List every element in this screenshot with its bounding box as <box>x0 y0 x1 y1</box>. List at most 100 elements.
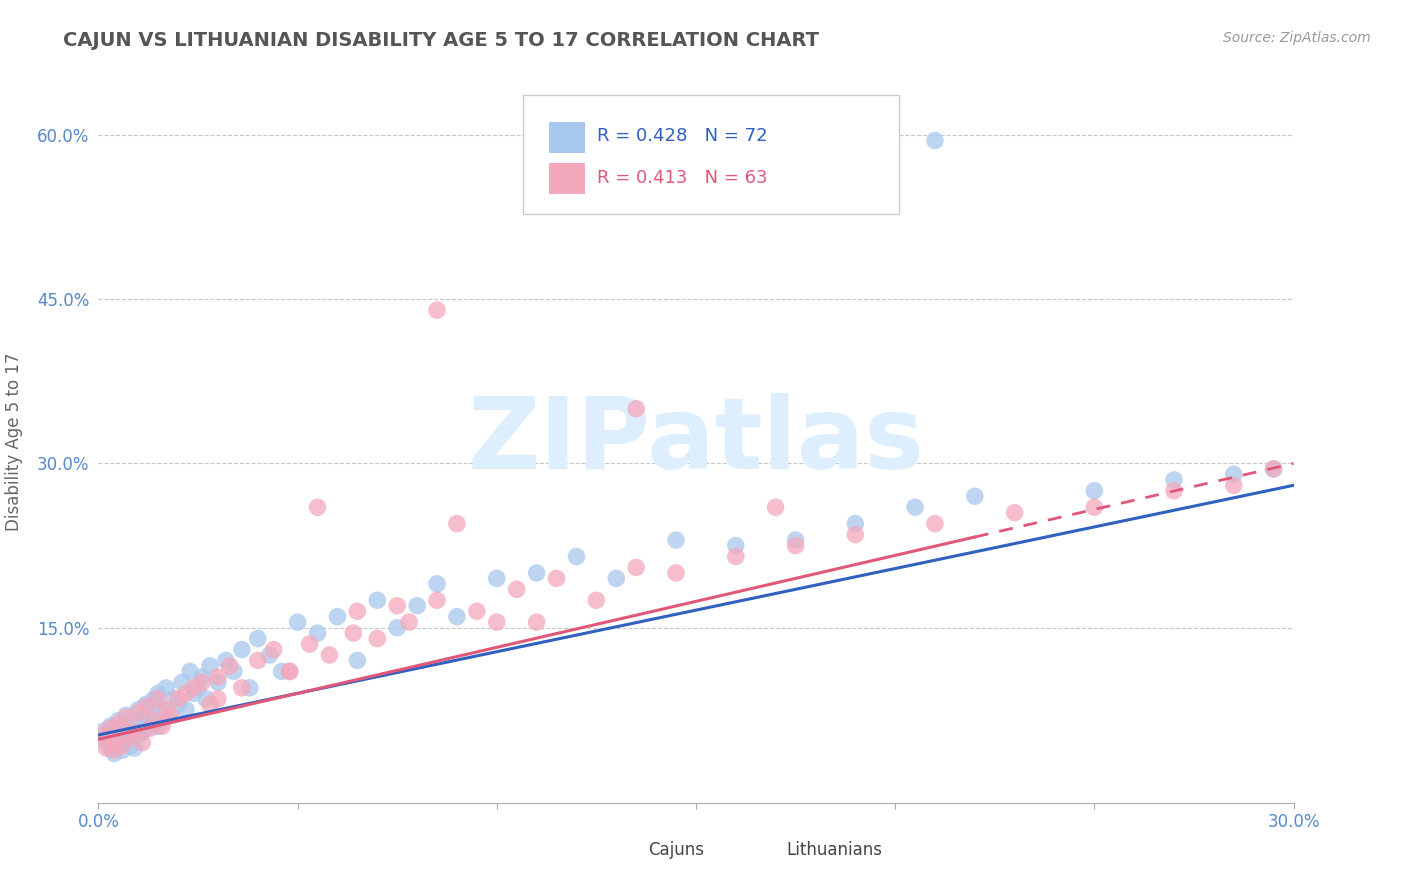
Point <box>148 686 170 700</box>
Point <box>115 732 138 747</box>
Point <box>167 698 190 712</box>
Point <box>385 599 409 613</box>
Point <box>1083 483 1105 498</box>
Point <box>318 648 340 662</box>
Point <box>143 714 166 728</box>
Point <box>307 500 329 515</box>
Point <box>131 710 153 724</box>
Point <box>174 686 197 700</box>
Point <box>665 533 688 547</box>
Point <box>98 722 122 736</box>
Point <box>111 724 134 739</box>
Point <box>107 735 129 749</box>
Point <box>124 741 146 756</box>
Point <box>465 604 488 618</box>
Point <box>298 637 321 651</box>
Point <box>585 593 607 607</box>
Point <box>195 691 218 706</box>
Point <box>91 724 114 739</box>
Point <box>111 739 134 753</box>
Point <box>426 303 449 318</box>
Text: Lithuanians: Lithuanians <box>787 841 883 860</box>
Point <box>263 642 285 657</box>
Point <box>174 703 197 717</box>
Point <box>103 724 125 739</box>
Point <box>91 728 114 742</box>
Point <box>426 577 449 591</box>
Point <box>111 743 134 757</box>
Point <box>115 710 138 724</box>
Point <box>765 500 787 515</box>
Point <box>278 665 301 679</box>
Point <box>135 722 157 736</box>
Point <box>785 539 807 553</box>
Point <box>107 717 129 731</box>
Point <box>148 719 170 733</box>
Point <box>565 549 588 564</box>
Point <box>143 691 166 706</box>
Point <box>1223 478 1246 492</box>
Point <box>183 686 205 700</box>
Point <box>207 670 229 684</box>
Point <box>163 691 186 706</box>
Point <box>278 665 301 679</box>
Point <box>148 691 170 706</box>
Point <box>785 533 807 547</box>
Point <box>231 642 253 657</box>
Point <box>135 699 157 714</box>
Point <box>398 615 420 630</box>
Point <box>98 719 122 733</box>
Point <box>426 593 449 607</box>
Point <box>120 730 142 744</box>
Point <box>167 691 190 706</box>
Point <box>120 724 142 739</box>
Point <box>96 735 118 749</box>
Point <box>115 708 138 723</box>
Point <box>124 724 146 739</box>
Point <box>446 516 468 531</box>
Point <box>222 665 245 679</box>
Bar <box>548 122 585 153</box>
Point <box>346 653 368 667</box>
Point <box>191 670 214 684</box>
Point <box>270 665 292 679</box>
Point <box>1263 462 1285 476</box>
Point <box>626 560 648 574</box>
Point <box>131 735 153 749</box>
Text: ZIPatlas: ZIPatlas <box>468 393 924 490</box>
Point <box>506 582 529 597</box>
Bar <box>744 839 778 863</box>
Point <box>198 659 221 673</box>
Point <box>191 675 214 690</box>
Point <box>904 500 927 515</box>
Bar <box>548 163 585 194</box>
Point <box>127 703 149 717</box>
Point <box>1163 483 1185 498</box>
Point <box>485 615 508 630</box>
Point <box>120 739 142 753</box>
Point <box>626 401 648 416</box>
Point <box>724 549 747 564</box>
Point <box>963 489 986 503</box>
Text: R = 0.413   N = 63: R = 0.413 N = 63 <box>596 169 768 186</box>
Point <box>1163 473 1185 487</box>
Point <box>1004 506 1026 520</box>
Point <box>844 527 866 541</box>
Point <box>287 615 309 630</box>
Point <box>187 681 209 695</box>
Point <box>127 728 149 742</box>
Point <box>96 732 118 747</box>
Text: R = 0.428   N = 72: R = 0.428 N = 72 <box>596 127 768 145</box>
Point <box>183 681 205 695</box>
Point <box>1223 467 1246 482</box>
Point <box>124 714 146 728</box>
Text: Source: ZipAtlas.com: Source: ZipAtlas.com <box>1223 31 1371 45</box>
Point <box>724 539 747 553</box>
Point <box>103 735 125 749</box>
Point <box>924 516 946 531</box>
Point <box>326 609 349 624</box>
Point <box>406 599 429 613</box>
Point <box>665 566 688 580</box>
Point <box>127 706 149 720</box>
Point <box>179 665 201 679</box>
